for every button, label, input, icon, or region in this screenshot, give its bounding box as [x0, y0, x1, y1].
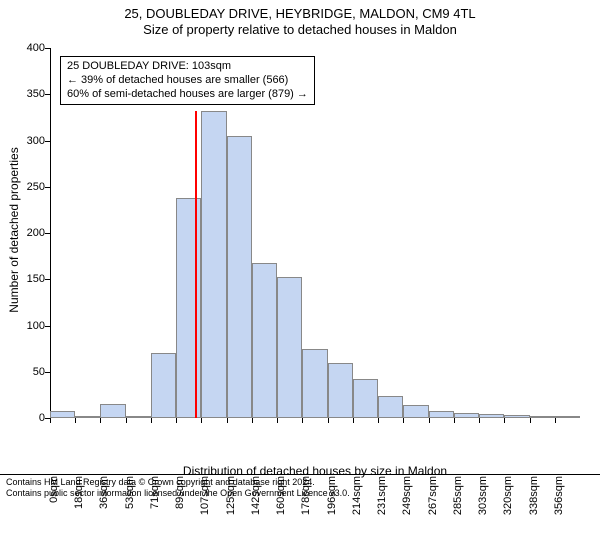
histogram-bar [100, 404, 125, 418]
property-size-marker [195, 111, 197, 418]
ytick-mark [45, 372, 50, 373]
annotation-line: 60% of semi-detached houses are larger (… [67, 88, 308, 102]
xtick-mark [50, 418, 51, 423]
chart-plot-area: 25 DOUBLEDAY DRIVE: 103sqm← 39% of detac… [50, 48, 580, 418]
xtick-mark [530, 418, 531, 423]
histogram-bar [504, 415, 529, 418]
y-axis-line [50, 48, 51, 418]
chart-title-line2: Size of property relative to detached ho… [0, 22, 600, 38]
ytick-label: 200 [5, 227, 45, 239]
histogram-bar [555, 416, 580, 418]
histogram-bar [50, 411, 75, 418]
ytick-label: 150 [5, 273, 45, 285]
xtick-mark [555, 418, 556, 423]
ytick-label: 250 [5, 181, 45, 193]
histogram-bar [75, 416, 100, 418]
xtick-mark [126, 418, 127, 423]
histogram-bar [201, 111, 226, 418]
ytick-label: 350 [5, 88, 45, 100]
annotation-box: 25 DOUBLEDAY DRIVE: 103sqm← 39% of detac… [60, 56, 315, 105]
ytick-mark [45, 233, 50, 234]
footer-attribution: Contains HM Land Registry data © Crown c… [0, 474, 600, 500]
xtick-mark [227, 418, 228, 423]
histogram-bar [277, 277, 302, 418]
ytick-mark [45, 326, 50, 327]
xtick-mark [252, 418, 253, 423]
xtick-mark [302, 418, 303, 423]
histogram-bar [403, 405, 428, 418]
xtick-mark [277, 418, 278, 423]
xtick-mark [75, 418, 76, 423]
xtick-mark [100, 418, 101, 423]
histogram-bar [378, 396, 403, 418]
histogram-bar [151, 353, 176, 418]
ytick-mark [45, 279, 50, 280]
xtick-mark [328, 418, 329, 423]
ytick-label: 100 [5, 320, 45, 332]
footer-line1: Contains HM Land Registry data © Crown c… [6, 477, 594, 487]
ytick-label: 400 [5, 42, 45, 54]
xtick-mark [378, 418, 379, 423]
xtick-mark [353, 418, 354, 423]
histogram-bar [429, 411, 454, 418]
xtick-mark [454, 418, 455, 423]
xtick-mark [201, 418, 202, 423]
ytick-mark [45, 94, 50, 95]
histogram-bar [126, 416, 151, 418]
ytick-mark [45, 48, 50, 49]
xtick-mark [479, 418, 480, 423]
ytick-mark [45, 187, 50, 188]
histogram-bar [530, 416, 555, 418]
xtick-mark [429, 418, 430, 423]
footer-line2: Contains public sector information licen… [6, 488, 594, 498]
annotation-line: ← 39% of detached houses are smaller (56… [67, 74, 308, 88]
histogram-bar [479, 414, 504, 418]
xtick-mark [403, 418, 404, 423]
histogram-bar [328, 363, 353, 419]
ytick-label: 0 [5, 412, 45, 424]
xtick-mark [176, 418, 177, 423]
chart-title-block: 25, DOUBLEDAY DRIVE, HEYBRIDGE, MALDON, … [0, 0, 600, 39]
histogram-bar [302, 349, 327, 418]
histogram-bar [227, 136, 252, 418]
ytick-label: 50 [5, 366, 45, 378]
chart-title-line1: 25, DOUBLEDAY DRIVE, HEYBRIDGE, MALDON, … [0, 6, 600, 22]
xtick-mark [504, 418, 505, 423]
xtick-mark [151, 418, 152, 423]
histogram-bar [454, 413, 479, 418]
histogram-bar [252, 263, 277, 418]
histogram-bar [353, 379, 378, 418]
annotation-line: 25 DOUBLEDAY DRIVE: 103sqm [67, 60, 308, 74]
histogram-bar [176, 198, 201, 418]
ytick-label: 300 [5, 135, 45, 147]
ytick-mark [45, 141, 50, 142]
